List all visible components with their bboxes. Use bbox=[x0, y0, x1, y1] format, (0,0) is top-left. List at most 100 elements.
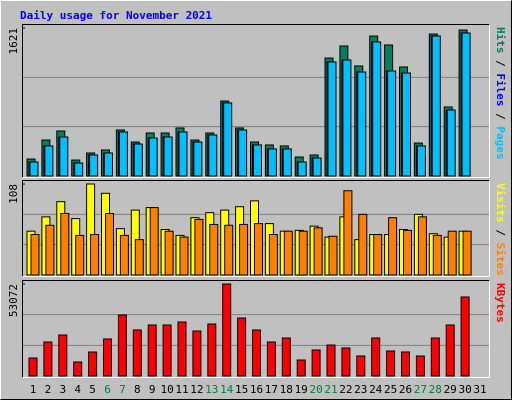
bar bbox=[356, 355, 366, 377]
bar bbox=[415, 355, 425, 377]
legend-entry: Visits bbox=[494, 183, 507, 223]
bar bbox=[402, 72, 411, 177]
x-tick-label: 20 bbox=[309, 383, 322, 396]
bar bbox=[326, 344, 336, 377]
bar bbox=[179, 236, 189, 276]
bar bbox=[88, 351, 98, 377]
panel-bevel-dark bbox=[22, 24, 490, 178]
legend-entry: Pages bbox=[494, 126, 507, 159]
bar bbox=[60, 212, 70, 276]
legend-separator: / bbox=[494, 107, 507, 127]
bar bbox=[268, 234, 278, 276]
bar bbox=[162, 324, 172, 377]
bar bbox=[253, 144, 262, 177]
x-tick-label: 19 bbox=[295, 383, 308, 396]
x-tick-label: 1 bbox=[30, 383, 37, 396]
panel-bevel-dark bbox=[22, 280, 490, 378]
bar bbox=[147, 324, 157, 377]
legend: Visits / Sites bbox=[494, 183, 507, 276]
bar bbox=[281, 337, 291, 377]
bar bbox=[29, 161, 39, 177]
bar bbox=[103, 338, 112, 377]
x-tick-label: 6 bbox=[104, 383, 111, 396]
x-tick-label: 22 bbox=[339, 383, 352, 396]
x-tick-label: 8 bbox=[134, 383, 141, 396]
bar bbox=[119, 234, 129, 276]
bar bbox=[343, 190, 353, 276]
bar bbox=[416, 145, 426, 177]
x-tick-label: 9 bbox=[149, 383, 156, 396]
bar bbox=[134, 239, 144, 276]
bar bbox=[430, 337, 440, 377]
bar bbox=[432, 234, 442, 276]
bar bbox=[327, 61, 337, 177]
bar bbox=[28, 357, 38, 377]
legend: KBytes bbox=[494, 283, 507, 323]
bar bbox=[178, 131, 188, 177]
bar bbox=[386, 350, 396, 377]
bar bbox=[313, 227, 323, 276]
bar bbox=[133, 143, 143, 177]
bar bbox=[194, 218, 204, 276]
bar bbox=[208, 134, 218, 177]
bar bbox=[148, 137, 158, 177]
x-tick-label: 15 bbox=[235, 383, 248, 396]
bar bbox=[462, 230, 472, 276]
bar bbox=[298, 230, 308, 276]
bar bbox=[163, 136, 173, 177]
bar bbox=[43, 341, 53, 377]
bar bbox=[461, 32, 471, 177]
x-tick-label: 5 bbox=[89, 383, 96, 396]
x-tick-label: 11 bbox=[175, 383, 188, 396]
bar bbox=[239, 223, 249, 276]
bar bbox=[342, 59, 352, 177]
bar bbox=[149, 207, 159, 276]
bar bbox=[254, 223, 263, 276]
legend-entry: Hits bbox=[494, 27, 507, 54]
bar bbox=[403, 229, 412, 276]
bar bbox=[74, 162, 84, 177]
bar bbox=[446, 109, 456, 177]
x-tick-label: 2 bbox=[45, 383, 52, 396]
bar bbox=[164, 230, 174, 276]
panel-bevel-light bbox=[22, 280, 490, 378]
bar bbox=[45, 224, 55, 276]
y-tick-label: 108 bbox=[7, 184, 20, 204]
x-tick-label: 12 bbox=[190, 383, 203, 396]
legend-entry: KBytes bbox=[494, 283, 507, 323]
y-tick-label: 53072 bbox=[7, 284, 20, 317]
bar bbox=[58, 334, 68, 377]
bar bbox=[59, 136, 69, 177]
bar bbox=[312, 157, 322, 177]
bar bbox=[267, 148, 277, 177]
x-tick-label: 21 bbox=[324, 383, 337, 396]
bar bbox=[223, 102, 233, 177]
x-tick-label: 28 bbox=[429, 383, 442, 396]
bar bbox=[445, 324, 455, 377]
x-tick-label: 3 bbox=[59, 383, 66, 396]
bar bbox=[372, 41, 382, 177]
bar bbox=[328, 235, 338, 276]
bar bbox=[224, 224, 234, 276]
chart-title: Daily usage for November 2021 bbox=[20, 9, 212, 22]
x-tick-label: 25 bbox=[384, 383, 397, 396]
bar bbox=[207, 323, 217, 377]
panel-bevel-dark bbox=[22, 180, 490, 277]
x-tick-label: 30 bbox=[458, 383, 471, 396]
x-tick-label: 23 bbox=[354, 383, 367, 396]
bar bbox=[117, 314, 127, 377]
bar bbox=[73, 361, 83, 377]
bar bbox=[296, 359, 306, 377]
panel-bevel-light bbox=[22, 180, 490, 277]
bar bbox=[222, 283, 232, 377]
bar bbox=[417, 216, 427, 276]
x-tick-label: 10 bbox=[160, 383, 173, 396]
x-tick-label: 4 bbox=[74, 383, 81, 396]
bar bbox=[75, 234, 85, 276]
bar bbox=[192, 330, 202, 377]
bar bbox=[105, 212, 114, 276]
bar bbox=[297, 161, 307, 177]
bar bbox=[283, 230, 293, 276]
x-tick-label: 26 bbox=[399, 383, 412, 396]
